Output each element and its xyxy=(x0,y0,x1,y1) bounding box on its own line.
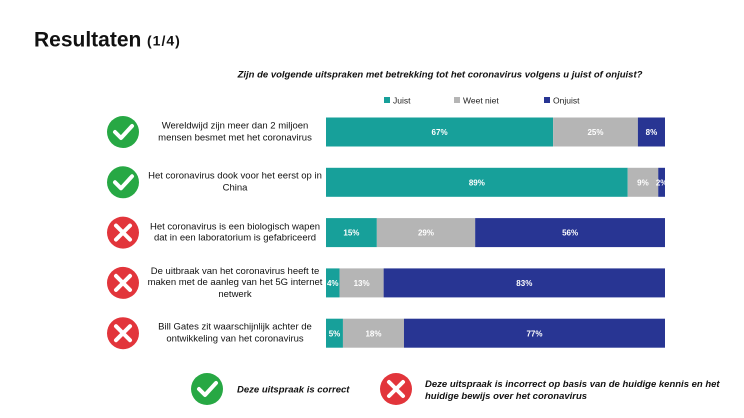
value-label: 67% xyxy=(432,128,448,137)
value-label: 8% xyxy=(646,128,658,137)
value-label: 29% xyxy=(418,229,434,238)
legend-swatch xyxy=(384,97,390,103)
footer-correct-note: Deze uitspraak is correct xyxy=(237,385,350,396)
bar-segment xyxy=(326,218,377,248)
legend-swatch xyxy=(544,97,550,103)
legend-swatch xyxy=(454,97,460,103)
footer-incorrect-note: Deze uitspraak is incorrect op basis van… xyxy=(425,379,720,402)
bar-segment xyxy=(403,318,665,348)
value-label: 77% xyxy=(526,329,542,338)
legend-label: Juist xyxy=(393,95,411,105)
icon-symbol xyxy=(114,273,132,292)
icon-circle xyxy=(107,116,139,148)
incorrect-icon xyxy=(107,317,139,350)
category-label: Wereldwijd zijn meer dan 2 miljoen mense… xyxy=(158,120,312,144)
value-label: 2% xyxy=(656,178,668,187)
incorrect-icon xyxy=(107,266,139,299)
value-label: 9% xyxy=(637,178,649,187)
icon-symbol xyxy=(113,174,134,191)
page-number: (1/4) xyxy=(147,33,181,49)
incorrect-icon xyxy=(107,216,139,249)
bar-segment xyxy=(637,117,665,147)
icon-symbol xyxy=(113,124,134,140)
bar-segment xyxy=(339,268,384,298)
bar-segment xyxy=(326,117,554,147)
value-label: 4% xyxy=(327,279,339,288)
bar-segment xyxy=(342,318,404,348)
legend-label: Weet niet xyxy=(463,95,499,105)
value-label: 18% xyxy=(365,329,381,338)
bar-segment xyxy=(658,167,665,197)
chart-title: Zijn de volgende uitspraken met betrekki… xyxy=(237,70,643,81)
bar-segment xyxy=(326,167,628,197)
bar-segment xyxy=(326,318,343,348)
value-label: 83% xyxy=(516,279,532,288)
value-label: 25% xyxy=(587,128,603,137)
bar-segment xyxy=(376,218,476,248)
icon-symbol xyxy=(114,324,132,343)
value-label: 15% xyxy=(343,229,359,238)
bar-segment xyxy=(475,218,665,248)
value-label: 5% xyxy=(329,329,341,338)
category-label: Het coronavirus dook voor het eerst op i… xyxy=(148,170,322,194)
value-label: 89% xyxy=(469,178,485,187)
footer-incorrect-icon xyxy=(380,373,412,405)
icon-circle xyxy=(107,166,139,199)
icon-symbol xyxy=(114,223,132,242)
correct-icon xyxy=(107,166,139,199)
category-label: Het coronavirus is een biologisch wapen … xyxy=(149,221,321,244)
page-title: Resultaten xyxy=(34,29,141,52)
bar-segment xyxy=(326,268,340,298)
value-label: 13% xyxy=(354,279,370,288)
footer-correct-icon xyxy=(191,373,223,405)
value-label: 56% xyxy=(562,229,578,238)
bar-segment xyxy=(553,117,638,147)
category-label: Bill Gates zit waarschijnlijk achter de … xyxy=(158,321,312,345)
category-label: De uitbraak van het coronavirus heeft te… xyxy=(147,265,323,300)
bar-segment xyxy=(627,167,659,197)
bar-segment xyxy=(383,268,665,298)
correct-icon xyxy=(107,116,139,148)
legend-label: Onjuist xyxy=(553,95,580,105)
